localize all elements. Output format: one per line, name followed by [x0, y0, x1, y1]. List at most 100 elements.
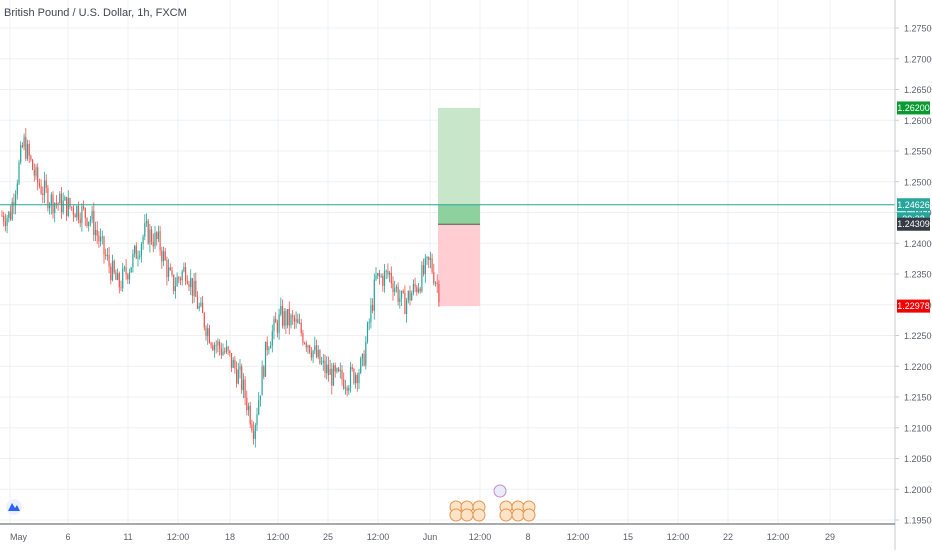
candle [426, 255, 428, 265]
candle [198, 302, 200, 312]
candle [59, 191, 61, 204]
candle [232, 357, 234, 369]
candle [434, 280, 437, 287]
candle [406, 297, 408, 323]
economic-event-marker[interactable] [460, 500, 474, 522]
economic-event-marker[interactable] [472, 500, 486, 522]
candle [404, 285, 406, 315]
candle [178, 275, 180, 284]
time-tick-label: 15 [623, 532, 633, 542]
candle [438, 280, 440, 307]
candle [251, 419, 253, 433]
candle [326, 356, 328, 380]
candle [309, 344, 311, 354]
stop-price-badge: 1.22978 [897, 299, 930, 313]
time-tick-label: 8 [525, 532, 530, 542]
stop-zone[interactable] [438, 224, 480, 307]
candle [190, 269, 192, 296]
candle [89, 216, 91, 227]
svg-text:1.26200: 1.26200 [897, 103, 930, 113]
candle [115, 269, 117, 281]
candle [57, 202, 59, 211]
candle [66, 196, 68, 221]
candle [3, 211, 5, 227]
candle [171, 266, 173, 278]
svg-text:1.24309: 1.24309 [897, 219, 930, 229]
candle [280, 297, 282, 317]
candle [346, 385, 348, 397]
candle [246, 390, 248, 416]
candle [152, 233, 154, 253]
candle [366, 321, 369, 344]
candle [149, 224, 151, 253]
candle [237, 362, 239, 385]
candle [281, 299, 284, 329]
candle [375, 267, 377, 282]
candle [344, 380, 346, 395]
candle [67, 190, 69, 218]
candle [293, 314, 295, 330]
price-tick-label: 1.21000 [904, 423, 932, 433]
candle [37, 163, 39, 191]
candle [373, 273, 375, 320]
candle [200, 297, 202, 308]
candle [195, 272, 197, 297]
economic-event-marker[interactable] [511, 500, 525, 522]
entry-price-badge: 1.24309 [897, 217, 930, 231]
candle [259, 395, 261, 407]
candle [118, 271, 120, 294]
candle [219, 339, 221, 356]
candle [106, 247, 108, 261]
price-tick-label: 1.23500 [904, 270, 932, 280]
candle [55, 194, 57, 209]
candle [128, 268, 131, 285]
candle [134, 244, 136, 258]
candle [88, 221, 90, 232]
profit-progress-zone [438, 204, 480, 225]
candle [69, 197, 71, 210]
candle [336, 367, 338, 374]
economic-event-marker[interactable] [493, 484, 507, 498]
candle [220, 342, 222, 359]
candle [196, 291, 199, 310]
candle [54, 202, 56, 223]
candle [224, 347, 226, 355]
economic-event-marker[interactable] [449, 500, 463, 522]
economic-events[interactable] [6, 484, 536, 522]
economic-event-marker[interactable] [499, 500, 513, 522]
candle [390, 266, 392, 289]
candle [111, 254, 114, 282]
candle [203, 311, 205, 331]
candle [71, 206, 73, 211]
candle [382, 273, 384, 292]
candles-layer [1, 128, 440, 448]
price-tick-label: 1.26000 [904, 116, 932, 126]
candle [162, 246, 165, 267]
candle [132, 249, 134, 273]
candle [25, 128, 27, 161]
candle [363, 350, 365, 367]
economic-event-marker[interactable] [522, 500, 536, 522]
candle [186, 275, 188, 285]
candle [100, 228, 102, 247]
candle [298, 313, 301, 325]
candle [18, 159, 20, 186]
position-zones[interactable] [438, 107, 480, 307]
candle [139, 250, 141, 260]
price-tick-label: 1.27500 [904, 24, 932, 34]
candle [421, 261, 423, 293]
candle [372, 298, 374, 314]
candle [166, 256, 168, 286]
price-tick-label: 1.20500 [904, 454, 932, 464]
candle [334, 362, 336, 378]
candle [304, 341, 306, 345]
price-tick-label: 1.22500 [904, 331, 932, 341]
candle [33, 163, 35, 182]
candle [400, 290, 403, 307]
candle [98, 231, 100, 248]
candle [399, 289, 401, 309]
candle [225, 340, 227, 354]
candle [417, 282, 420, 294]
